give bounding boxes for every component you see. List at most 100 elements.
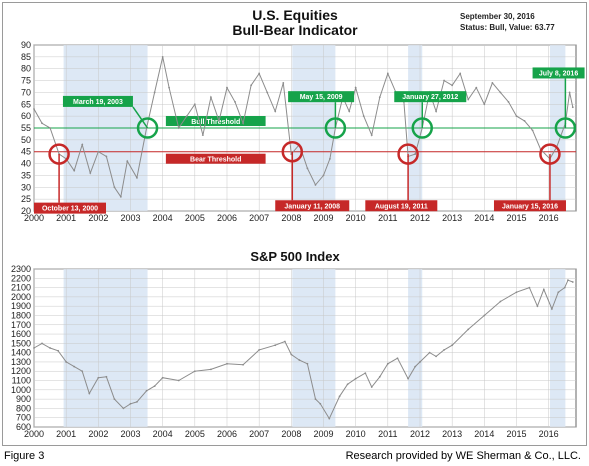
chart2-data-point [386,362,389,365]
chart1-xtick-label: 2010 [346,213,366,223]
chart1-data-point [113,186,116,189]
chart1-title: U.S. Equities [252,7,338,23]
chart1-ytick-label: 60 [21,111,31,121]
annotation-label-box-bear [365,200,438,212]
chart2-ytick-label: 1400 [11,348,31,358]
chart2-data-point [542,288,545,291]
chart1-data-point [161,55,164,58]
chart2-data-point [145,389,148,392]
chart1-data-point [329,157,331,160]
chart2-ytick-label: 2300 [11,264,31,274]
chart2-data-point [563,286,566,289]
chart2-data-point [153,385,156,388]
chart1-data-point [89,172,92,174]
chart1-data-point [459,72,462,75]
chart1-data-point [258,72,261,75]
chart2-title: S&P 500 Index [250,249,340,264]
chart1-data-point [507,101,510,103]
chart2-data-point [88,392,91,395]
chart1-ytick-label: 25 [21,194,31,204]
chart2-data-point [346,383,349,386]
chart1-data-point [201,134,204,137]
bear-threshold-label: Bear Threshold [190,157,241,164]
chart2-data-point [414,365,417,368]
annotation-label-box-bull [532,67,585,79]
annotation-marker-bull [411,117,433,139]
annotation-label-bull: July 8, 2016 [539,70,578,77]
chart2-xtick-label: 2011 [378,429,397,439]
chart1-data-point [414,153,417,155]
chart1-data-point [306,167,309,170]
chart1-data-point [467,98,470,101]
chart1-ytick-label: 45 [21,147,31,157]
chart2-xtick-label: 2004 [153,429,173,439]
chart1-xtick-label: 2007 [249,213,269,223]
chart2-ytick-label: 800 [16,403,31,413]
chart1-xtick-label: 2011 [378,213,397,223]
chart2-xtick-label: 2008 [281,429,301,439]
chart2-ytick-label: 1300 [11,357,31,367]
chart1-xtick-label: 2008 [281,213,301,223]
annotation-marker-bear [397,143,419,165]
chart1-data-point [97,150,100,153]
chart2-xtick-label: 2006 [217,429,237,439]
chart2-xtick-label: 2010 [346,429,366,439]
chart2-ytick-label: 1600 [11,329,31,339]
annotation-label-bear: January 15, 2016 [502,203,558,210]
chart2-data-point [258,348,261,351]
chart1-data-point [370,134,373,137]
chart2-xtick-label: 2005 [185,429,205,439]
chart2-data-point [354,377,357,380]
chart1-date: September 30, 2016 [460,12,535,21]
chart2-data-point [314,398,317,401]
chart2-data-point [328,417,331,420]
chart1-data-point [568,91,571,94]
chart1-data-point [322,174,325,177]
chart2-data-point [515,291,518,294]
chart1-data-point [443,79,446,82]
chart2-data-point [483,314,486,317]
chart2-data-point [41,342,43,345]
annotation-marker-bear [48,143,70,165]
chart2-data-point [550,308,553,310]
chart2-xtick-label: 2016 [539,429,559,439]
chart2-xtick-label: 2000 [24,429,44,439]
chart2-data-point [283,340,286,343]
chart2-data-point [65,361,68,363]
chart2-data-point [467,328,470,331]
chart2-xtick-label: 2015 [506,429,526,439]
chart1-data-point [314,184,317,186]
chart2-data-point [567,279,569,282]
chart2-data-point [396,357,399,360]
credit-text: Research provided by WE Sherman & Co., L… [345,450,581,462]
chart2-bear-period-shade [408,269,423,427]
chart2-ytick-label: 1800 [11,310,31,320]
chart2-data-point [428,351,431,354]
chart1-data-point [348,110,351,113]
chart1-xtick-label: 2006 [217,213,237,223]
chart2-xtick-label: 2003 [120,429,140,439]
chart1-xtick-label: 2005 [185,213,205,223]
chart2-ytick-label: 900 [16,394,31,404]
chart2-series-line [33,279,573,420]
chart1-ytick-label: 65 [21,99,31,109]
chart1-ytick-label: 30 [21,182,31,192]
chart2-data-point [319,402,322,405]
chart2-ytick-label: 1500 [11,338,31,348]
chart2-ytick-label: 2100 [11,283,31,293]
chart1-data-point [242,122,244,125]
chart2-bear-period-shade [549,269,566,427]
chart2-data-point [419,361,421,363]
chart1-data-point [126,160,129,163]
chart2-data-point [177,379,180,382]
chart2-xtick-label: 2012 [410,429,430,439]
chart2-data-point [451,344,454,347]
annotation-label-box-bear [34,202,106,214]
chart2-data-point [290,353,293,356]
chart2-ytick-label: 2000 [11,292,31,302]
chart2-data-point [113,398,116,401]
chart2-data-point [242,363,244,366]
chart2-ytick-label: 700 [16,413,31,423]
chart2-data-point [161,376,164,379]
chart1-data-point [451,84,454,87]
